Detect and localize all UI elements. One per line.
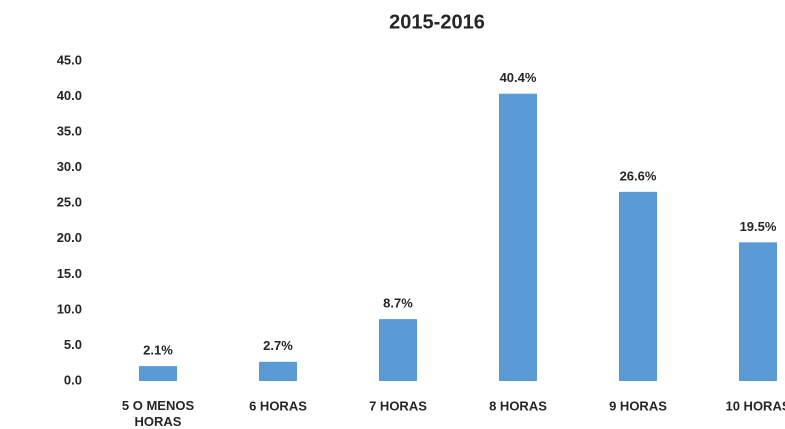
chart-title: 2015-2016 [389,11,485,33]
x-tick-label: 6 HORAS [249,398,307,413]
x-tick-label: 7 HORAS [369,398,427,413]
data-label: 2.1% [143,343,173,358]
y-tick-label: 30.0 [57,159,82,174]
x-tick-label: 9 HORAS [609,398,667,413]
y-tick-label: 10.0 [57,301,82,316]
y-tick-label: 15.0 [57,266,82,281]
y-tick-label: 0.0 [64,372,82,387]
data-label: 8.7% [383,296,413,311]
y-tick-label: 35.0 [57,124,82,139]
y-tick-label: 45.0 [57,52,82,67]
x-tick-label: 10 HORAS [725,398,785,413]
data-label: 19.5% [740,219,777,234]
data-label: 26.6% [620,168,657,183]
y-tick-label: 25.0 [57,195,82,210]
data-label: 2.7% [263,338,293,353]
bar [139,366,177,381]
y-tick-label: 20.0 [57,230,82,245]
bar [379,319,417,381]
x-tick-label: 8 HORAS [489,398,547,413]
x-tick-label: 5 O MENOS HORAS [122,398,195,429]
bar [259,361,297,381]
data-label: 40.4% [500,70,537,85]
bar [619,191,657,381]
y-tick-label: 5.0 [64,337,82,352]
y-tick-label: 40.0 [57,88,82,103]
bar [499,93,537,381]
bar [739,242,777,381]
